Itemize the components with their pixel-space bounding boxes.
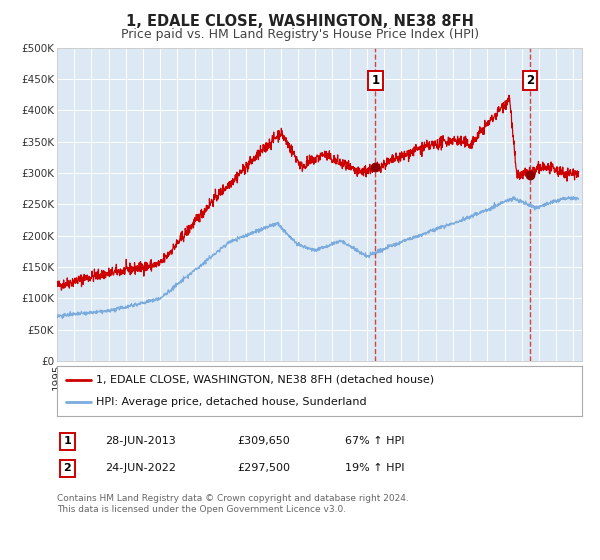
Text: Price paid vs. HM Land Registry's House Price Index (HPI): Price paid vs. HM Land Registry's House … [121,28,479,41]
Text: 1, EDALE CLOSE, WASHINGTON, NE38 8FH (detached house): 1, EDALE CLOSE, WASHINGTON, NE38 8FH (de… [97,375,434,385]
Text: 28-JUN-2013: 28-JUN-2013 [105,436,176,446]
Text: 1: 1 [371,74,379,87]
Text: 2: 2 [64,463,71,473]
Text: 2: 2 [526,74,534,87]
Text: HPI: Average price, detached house, Sunderland: HPI: Average price, detached house, Sund… [97,397,367,407]
Text: £309,650: £309,650 [237,436,290,446]
Text: 1: 1 [64,436,71,446]
Text: This data is licensed under the Open Government Licence v3.0.: This data is licensed under the Open Gov… [57,505,346,514]
Text: 1, EDALE CLOSE, WASHINGTON, NE38 8FH: 1, EDALE CLOSE, WASHINGTON, NE38 8FH [126,14,474,29]
Text: £297,500: £297,500 [237,463,290,473]
Text: 19% ↑ HPI: 19% ↑ HPI [345,463,404,473]
Text: 24-JUN-2022: 24-JUN-2022 [105,463,176,473]
Text: 67% ↑ HPI: 67% ↑ HPI [345,436,404,446]
Text: Contains HM Land Registry data © Crown copyright and database right 2024.: Contains HM Land Registry data © Crown c… [57,494,409,503]
